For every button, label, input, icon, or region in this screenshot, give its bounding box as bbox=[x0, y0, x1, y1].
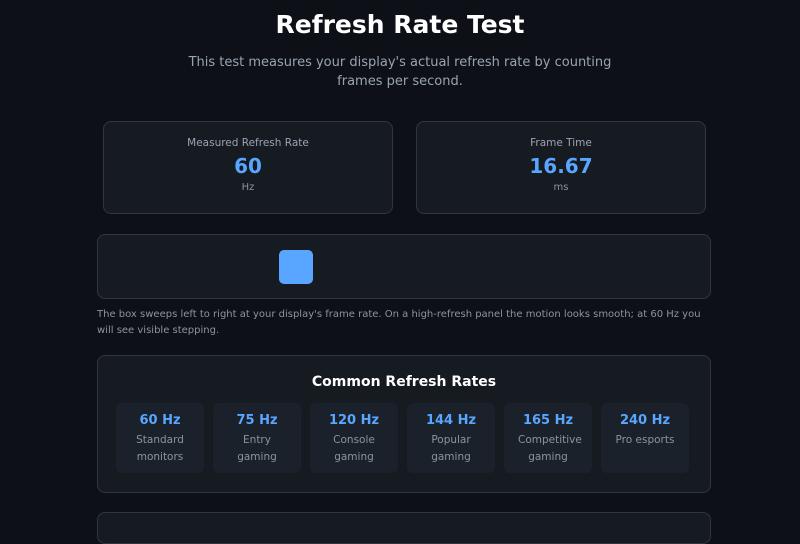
rate-value: 240 Hz bbox=[619, 413, 671, 428]
rates-grid: 60 Hz Standard monitors 75 Hz Entry gaming 1… bbox=[116, 403, 689, 473]
stat-label: Frame Time bbox=[530, 137, 592, 149]
note: The box sweeps left to right at your dis… bbox=[97, 309, 701, 336]
rate-value: 120 Hz bbox=[328, 413, 380, 428]
stat-unit: ms bbox=[553, 182, 569, 193]
page: {"header": {"title": "Refresh Rate Test"… bbox=[97, 10, 711, 544]
animation-track bbox=[97, 234, 711, 299]
page-title: Refresh Rate Test bbox=[275, 10, 525, 39]
stat-unit: Hz bbox=[241, 182, 255, 193]
rate-item: 75 Hz Entry gaming bbox=[213, 403, 301, 473]
rate-item: 144 Hz Popular gaming bbox=[407, 403, 495, 473]
rate-value: 60 Hz bbox=[139, 413, 181, 428]
moving-box bbox=[279, 250, 313, 284]
rates-panel: Common Refresh Rates 60 Hz Standard monit… bbox=[97, 355, 711, 493]
rate-item: 60 Hz Standard monitors bbox=[116, 403, 204, 473]
rate-description: Entry gaming bbox=[237, 434, 277, 463]
rate-description: Competitive gaming bbox=[518, 434, 582, 463]
rate-value: 75 Hz bbox=[236, 413, 278, 428]
subtitle: This test measures your display's actual… bbox=[188, 55, 612, 89]
rate-item: 240 Hz Pro esports bbox=[601, 403, 689, 473]
rate-description: Standard monitors bbox=[136, 434, 184, 463]
stat-card: Frame Time 16.67 ms bbox=[416, 121, 706, 214]
rate-description: Console gaming bbox=[333, 434, 375, 463]
rates-title: Common Refresh Rates bbox=[311, 374, 497, 390]
stat-value: 16.67 bbox=[529, 154, 593, 178]
rate-description: Pro esports bbox=[615, 434, 675, 446]
stat-value: 60 bbox=[234, 154, 262, 178]
rate-item: 120 Hz Console gaming bbox=[310, 403, 398, 473]
stat-label: Measured Refresh Rate bbox=[187, 137, 309, 149]
stat-card: Measured Refresh Rate 60 Hz bbox=[103, 121, 393, 214]
rate-description: Popular gaming bbox=[431, 434, 471, 463]
rate-value: 165 Hz bbox=[522, 413, 574, 428]
rate-value: 144 Hz bbox=[425, 413, 477, 428]
rate-item: 165 Hz Competitive gaming bbox=[504, 403, 592, 473]
